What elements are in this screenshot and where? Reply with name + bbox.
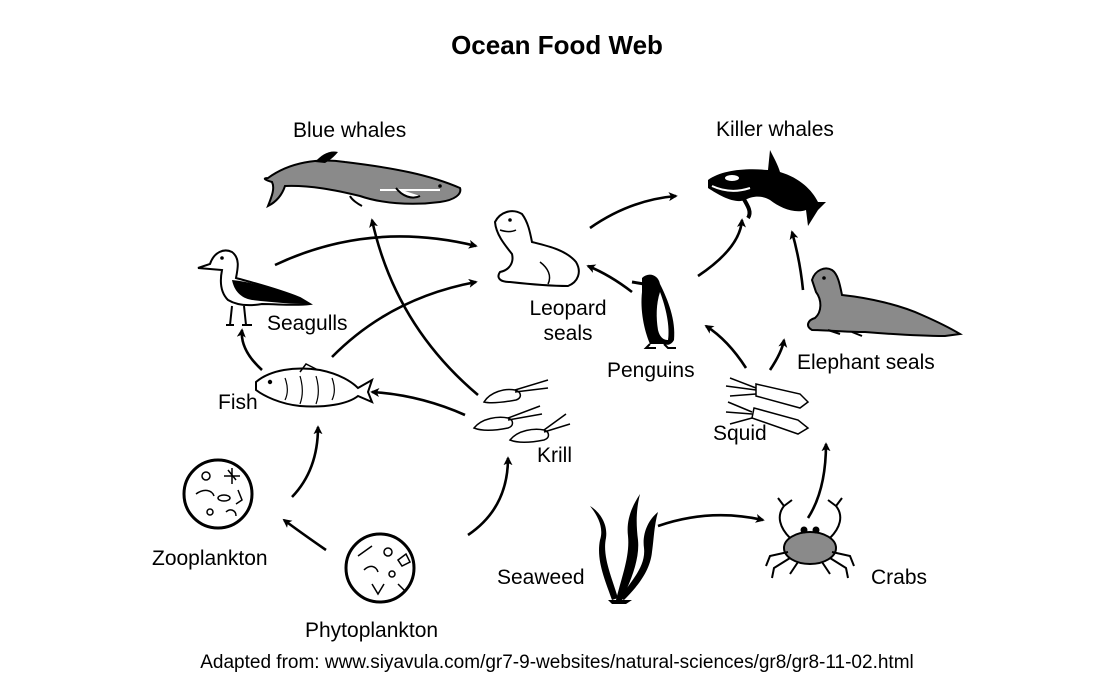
arrow-phytoplankton-to-krill [467, 456, 513, 537]
label-penguins: Penguins [607, 359, 695, 382]
squid-icon [725, 377, 810, 435]
blue-whale-icon [263, 151, 462, 209]
killer-whale-icon [708, 150, 826, 226]
seagull-icon [197, 249, 313, 326]
arrow-elephant-seals-to-killer-whales [789, 230, 805, 291]
arrow-krill-to-blue-whales [369, 218, 479, 396]
penguin-icon [631, 274, 676, 349]
label-blue-whales: Blue whales [293, 119, 407, 142]
label-squid: Squid [713, 422, 767, 445]
arrow-squid-to-penguins [704, 324, 748, 369]
krill-icon [472, 379, 571, 444]
label-fish: Fish [218, 391, 258, 414]
label-phytoplankton: Phytoplankton [305, 619, 439, 642]
elephant-seal-icon [807, 267, 963, 338]
arrow-fish-to-seagulls [236, 328, 263, 371]
arrow-phytoplankton-to-zooplankton [282, 518, 327, 552]
arrow-zooplankton-to-fish [291, 425, 323, 498]
arrow-fish-to-leopard-seals [331, 278, 478, 358]
phytoplankton-icon [344, 532, 416, 604]
fish-icon [255, 363, 374, 408]
diagram-title: Ocean Food Web [451, 30, 663, 60]
label-elephant-seals: Elephant seals [797, 351, 935, 374]
arrow-seagulls-to-leopard-seals [274, 235, 478, 267]
arrow-krill-to-fish [370, 387, 466, 417]
arrow-squid-to-elephant-seals [768, 338, 788, 371]
zooplankton-icon [182, 458, 254, 530]
arrow-leopard-seals-to-killer-whales [589, 192, 678, 230]
crab-icon [765, 497, 855, 579]
arrow-seaweed-to-crabs [657, 513, 765, 528]
arrow-crabs-to-squid [806, 442, 831, 519]
source-attribution: Adapted from: www.siyavula.com/gr7-9-web… [200, 652, 914, 673]
label-seagulls: Seagulls [267, 312, 348, 335]
label-crabs: Crabs [871, 566, 928, 589]
label-zooplankton: Zooplankton [152, 547, 268, 570]
leopard-seal-icon [493, 210, 580, 288]
label-leopard-seals: Leopard seals [529, 297, 607, 345]
label-krill: Krill [537, 444, 572, 467]
seaweed-icon [590, 494, 658, 604]
arrow-penguins-to-killer-whales [697, 218, 746, 278]
label-seaweed: Seaweed [497, 566, 585, 589]
arrow-penguins-to-leopard-seals [586, 264, 633, 294]
label-killer-whales: Killer whales [716, 118, 834, 141]
